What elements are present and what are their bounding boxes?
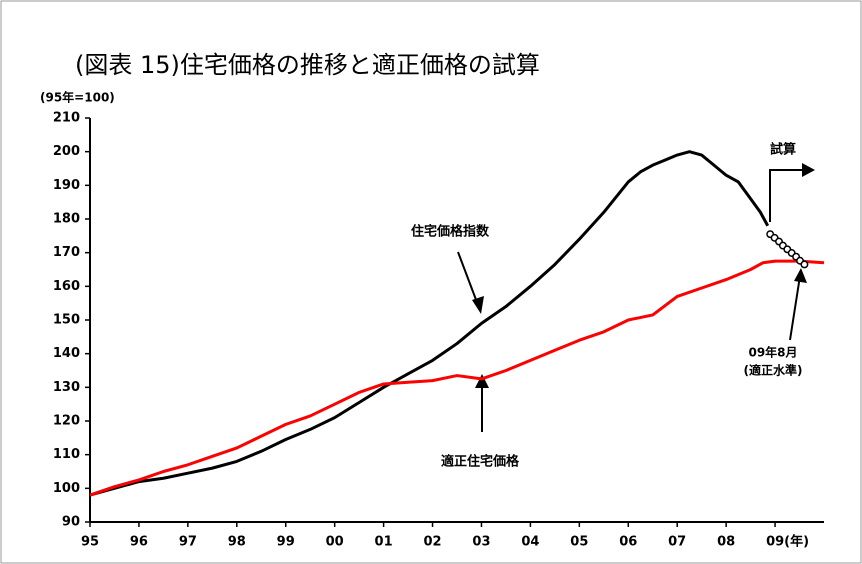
y-tick-label: 110 [53, 447, 80, 462]
y-tick-label: 200 [53, 144, 80, 159]
x-tick-label: 06 [619, 535, 637, 550]
x-tick-label: 97 [179, 535, 197, 550]
y-tick-label: 120 [53, 414, 80, 429]
y-tick-label: 180 [53, 212, 80, 227]
x-tick-label: 03 [472, 535, 490, 550]
annotation: 09年8月 [748, 345, 797, 360]
x-tick-label: 96 [130, 535, 148, 550]
x-tick-label: 95 [81, 535, 99, 550]
y-tick-label: 170 [53, 245, 80, 260]
x-tick-label: 00 [326, 535, 344, 550]
x-tick-label: 08 [717, 535, 735, 550]
x-tick-label: 04 [521, 535, 539, 550]
x-tick-label: 07 [668, 535, 686, 550]
annotation: (適正水準) [744, 363, 803, 378]
series-label: 試算 [770, 142, 796, 158]
x-tick-label: 05 [570, 535, 588, 550]
series-label: 適正住宅価格 [441, 454, 520, 470]
y-tick-label: 140 [53, 346, 80, 361]
x-tick-label: 01 [375, 535, 393, 550]
y-tick-label: 160 [53, 279, 80, 294]
series-line [89, 150, 770, 497]
x-tick-label: 02 [423, 535, 441, 550]
x-tick-label: 09(年) [766, 534, 809, 550]
arrows [457, 169, 805, 432]
x-tick-label: 99 [277, 535, 295, 550]
series-line [89, 259, 825, 497]
chart-title: (図表 15)住宅価格の推移と適正価格の試算 [75, 51, 540, 79]
y-tick-label: 100 [53, 481, 80, 496]
y-tick-label: 190 [53, 178, 80, 193]
x-tick-label: 98 [228, 535, 246, 550]
y-axis-label: (95年=100) [40, 90, 115, 105]
projection-point [800, 260, 809, 269]
y-tick-label: 150 [53, 313, 80, 328]
series-label: 住宅価格指数 [411, 224, 490, 240]
y-tick-label: 210 [53, 111, 80, 126]
y-tick-label: 130 [53, 380, 80, 395]
y-tick-label: 90 [62, 515, 80, 530]
arrowheads [472, 163, 815, 388]
